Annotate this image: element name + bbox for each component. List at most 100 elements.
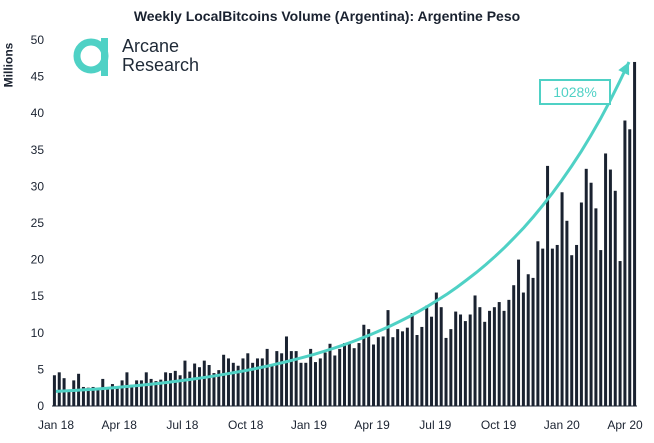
bar bbox=[454, 311, 458, 406]
bar bbox=[120, 380, 124, 406]
bar bbox=[52, 375, 56, 406]
bar bbox=[362, 324, 366, 406]
bar bbox=[473, 295, 477, 406]
chart-title: Weekly LocalBitcoins Volume (Argentina):… bbox=[133, 8, 521, 24]
x-tick-label: Jan 19 bbox=[291, 418, 327, 432]
bar bbox=[444, 337, 448, 406]
bar bbox=[135, 380, 139, 406]
y-tick-label: 45 bbox=[31, 70, 45, 84]
bar bbox=[613, 190, 617, 406]
bar bbox=[410, 313, 414, 406]
x-tick-label: Apr 18 bbox=[102, 418, 138, 432]
bar bbox=[425, 305, 429, 406]
bar bbox=[507, 299, 511, 406]
bar bbox=[386, 310, 390, 406]
trend-line bbox=[55, 61, 631, 393]
x-tick-label: Jul 18 bbox=[166, 418, 198, 432]
bar bbox=[468, 314, 472, 406]
bar bbox=[149, 378, 153, 406]
bar bbox=[231, 362, 235, 406]
bar bbox=[415, 335, 419, 406]
bar bbox=[57, 372, 61, 406]
bar bbox=[560, 192, 564, 406]
bar bbox=[309, 348, 313, 406]
bar bbox=[434, 292, 438, 406]
bar bbox=[236, 365, 240, 406]
bar bbox=[255, 358, 259, 406]
bar bbox=[207, 365, 211, 406]
bar bbox=[502, 310, 506, 406]
bar bbox=[275, 351, 279, 406]
annotation-box bbox=[539, 79, 611, 105]
y-tick-label: 25 bbox=[31, 216, 45, 230]
bar bbox=[251, 362, 255, 406]
bar bbox=[439, 307, 443, 406]
y-tick-label: 40 bbox=[31, 106, 45, 120]
bar bbox=[565, 220, 569, 406]
x-tick-label: Oct 18 bbox=[228, 418, 264, 432]
y-tick-label: 10 bbox=[31, 326, 45, 340]
trend-arrowhead-icon bbox=[618, 62, 630, 76]
bar bbox=[188, 371, 192, 406]
y-axis-ticks: 0 5 10 15 20 25 30 35 40 45 50 bbox=[31, 33, 45, 413]
bar bbox=[623, 120, 627, 407]
bar bbox=[531, 277, 535, 406]
bar bbox=[270, 364, 274, 406]
bar bbox=[628, 129, 632, 407]
bar bbox=[217, 370, 221, 406]
x-tick-label: Oct 19 bbox=[481, 418, 517, 432]
bar bbox=[599, 250, 603, 406]
bar bbox=[376, 337, 380, 406]
bar bbox=[154, 381, 158, 406]
arcane-research-logo: Arcane Research bbox=[73, 36, 199, 76]
bar bbox=[280, 353, 284, 406]
bar bbox=[497, 302, 501, 406]
bar bbox=[289, 351, 293, 406]
bar bbox=[405, 327, 409, 406]
bar bbox=[241, 358, 245, 406]
bar bbox=[139, 380, 143, 406]
bar bbox=[294, 351, 298, 406]
bar bbox=[304, 362, 308, 406]
bar bbox=[328, 343, 332, 406]
bar bbox=[430, 316, 434, 406]
bar bbox=[67, 389, 71, 406]
bar bbox=[618, 261, 622, 406]
x-tick-label: Jan 18 bbox=[38, 418, 74, 432]
bar bbox=[483, 321, 487, 406]
y-tick-label: 20 bbox=[31, 253, 45, 267]
bar bbox=[575, 244, 579, 406]
logo-mark-icon bbox=[73, 38, 109, 74]
y-tick-label: 35 bbox=[31, 143, 45, 157]
bar bbox=[604, 153, 608, 406]
bar bbox=[372, 344, 376, 406]
bar bbox=[584, 168, 588, 406]
bar bbox=[313, 362, 317, 406]
bar bbox=[202, 360, 206, 406]
bar bbox=[570, 255, 574, 406]
bar bbox=[110, 384, 114, 406]
bar bbox=[197, 367, 201, 406]
bar bbox=[550, 248, 554, 406]
bar bbox=[178, 375, 182, 406]
bar bbox=[347, 343, 351, 406]
bar bbox=[86, 387, 90, 406]
y-tick-label: 0 bbox=[37, 399, 44, 413]
bar bbox=[168, 373, 172, 406]
bar bbox=[579, 202, 583, 406]
bar bbox=[343, 343, 346, 406]
bar bbox=[212, 373, 216, 406]
bar bbox=[589, 182, 593, 406]
bar bbox=[396, 329, 400, 406]
bars bbox=[52, 61, 637, 407]
y-tick-label: 30 bbox=[31, 179, 45, 193]
bar bbox=[517, 259, 521, 406]
bar bbox=[352, 348, 356, 406]
bar bbox=[226, 358, 230, 406]
y-tick-label: 5 bbox=[37, 362, 44, 376]
bar bbox=[401, 331, 405, 406]
bar bbox=[367, 329, 371, 406]
x-axis-ticks: Jan 18 Apr 18 Jul 18 Oct 18 Jan 19 Apr 19 Jul … bbox=[38, 418, 643, 432]
bar bbox=[106, 388, 110, 406]
